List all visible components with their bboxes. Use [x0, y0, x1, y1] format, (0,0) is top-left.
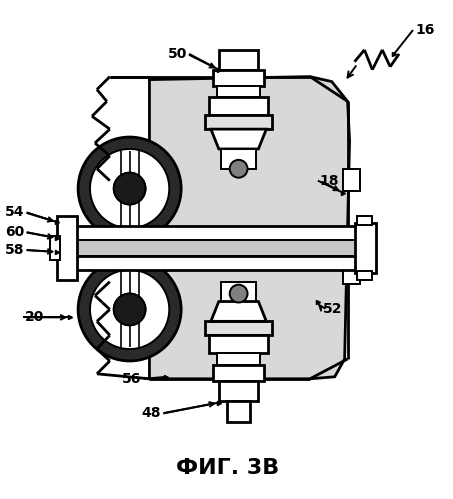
Circle shape — [114, 293, 145, 325]
Circle shape — [78, 258, 181, 361]
Bar — [62, 240, 364, 256]
Circle shape — [78, 137, 181, 240]
Bar — [209, 335, 268, 353]
Bar — [205, 321, 272, 335]
Polygon shape — [149, 77, 350, 379]
Bar — [205, 115, 272, 129]
Bar — [213, 70, 265, 85]
Text: 56: 56 — [122, 372, 141, 386]
Circle shape — [114, 173, 145, 205]
Text: 20: 20 — [24, 310, 44, 324]
Bar — [217, 353, 260, 365]
Text: 52: 52 — [323, 302, 342, 316]
Bar — [50, 236, 60, 260]
Bar — [209, 97, 268, 115]
Bar — [213, 365, 265, 381]
Bar — [342, 169, 361, 191]
Polygon shape — [211, 301, 266, 321]
Text: 60: 60 — [5, 225, 24, 239]
Text: 58: 58 — [5, 243, 24, 257]
Bar — [355, 223, 376, 273]
Circle shape — [90, 270, 169, 349]
Bar — [357, 271, 372, 280]
Circle shape — [114, 173, 145, 205]
Bar — [58, 216, 77, 280]
Bar — [357, 216, 372, 225]
Bar — [221, 149, 256, 169]
Text: 18: 18 — [320, 174, 339, 188]
Bar — [219, 381, 258, 401]
Bar — [342, 262, 361, 283]
Circle shape — [114, 293, 145, 325]
Text: 50: 50 — [168, 47, 187, 61]
Text: ФИГ. 3В: ФИГ. 3В — [176, 458, 279, 478]
Circle shape — [230, 284, 247, 302]
Bar — [217, 85, 260, 97]
Circle shape — [90, 149, 169, 228]
Text: 54: 54 — [5, 206, 24, 220]
Bar — [221, 282, 256, 301]
Polygon shape — [211, 129, 266, 149]
Circle shape — [230, 160, 247, 178]
Bar — [226, 401, 251, 422]
Bar — [219, 50, 258, 70]
Text: 48: 48 — [142, 407, 161, 421]
Bar — [62, 256, 364, 270]
Bar — [62, 226, 364, 240]
Text: 16: 16 — [415, 23, 434, 37]
